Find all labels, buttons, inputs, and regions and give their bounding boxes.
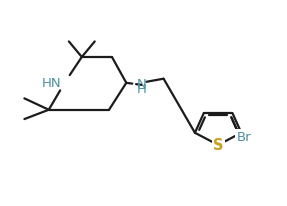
Text: H: H [137, 82, 147, 95]
Text: HN: HN [42, 77, 62, 90]
Text: S: S [213, 138, 223, 153]
Text: N: N [137, 77, 147, 90]
Text: Br: Br [236, 131, 251, 144]
